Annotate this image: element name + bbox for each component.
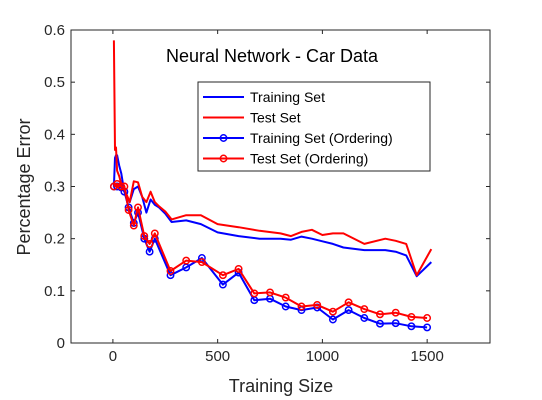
data-point-test-set-ordering <box>124 206 133 214</box>
data-point-test-set-ordering <box>281 293 290 302</box>
legend-item-training-set: Training Set <box>203 89 325 105</box>
data-point-test-set-ordering <box>376 310 384 319</box>
y-tick-label: 0.2 <box>44 231 65 248</box>
data-point-test-set-ordering <box>423 314 432 322</box>
data-point-test-set-ordering <box>234 264 243 273</box>
data-point-training-set-ordering <box>344 306 353 315</box>
x-tick-label: 1000 <box>306 348 339 365</box>
legend-item-test-set: Test Set <box>203 110 301 126</box>
data-point-training-set-ordering <box>360 314 369 322</box>
x-tick-label: 0 <box>109 348 117 365</box>
series-test-set-ordering <box>109 179 432 322</box>
data-point-training-set-ordering <box>376 319 384 328</box>
data-point-training-set-ordering <box>391 319 400 328</box>
legend: Training Set Test Set Training Set (Orderi… <box>197 81 431 172</box>
data-point-training-set-ordering <box>218 280 227 289</box>
legend-label-test-set: Test Set <box>250 110 301 126</box>
y-tick-label: 0.5 <box>44 74 65 91</box>
data-point-training-set-ordering <box>423 323 432 332</box>
legend-label-training-set: Training Set <box>250 89 325 105</box>
data-point-training-set-ordering <box>145 247 154 256</box>
x-axis-label: Training Size <box>229 376 333 396</box>
data-point-test-set-ordering <box>391 308 400 317</box>
x-tick-label: 500 <box>205 348 230 365</box>
y-tick-label: 0.4 <box>44 126 65 143</box>
data-point-test-set-ordering <box>313 300 322 309</box>
ticks-layer: 0 500 1000 1500 0 0.1 0.2 0.3 0.4 0.5 0.6 <box>44 22 490 365</box>
data-point-training-set-ordering <box>281 302 290 311</box>
legend-label-test-set-ordering: Test Set (Ordering) <box>250 151 368 167</box>
y-tick-label: 0 <box>57 335 65 352</box>
data-point-test-set-ordering <box>140 232 149 241</box>
data-point-test-set-ordering <box>344 298 353 307</box>
data-point-test-set-ordering <box>145 239 154 248</box>
data-point-test-set-ordering <box>250 289 259 298</box>
y-tick-label: 0.6 <box>44 22 65 39</box>
y-tick-label: 0.3 <box>44 179 65 196</box>
data-point-test-set-ordering <box>134 203 142 212</box>
y-axis-label: Percentage Error <box>14 118 34 255</box>
data-point-test-set-ordering <box>360 305 369 314</box>
data-point-test-set-ordering <box>197 258 206 267</box>
data-point-test-set-ordering <box>117 182 126 191</box>
legend-item-training-set-ordering: Training Set (Ordering) <box>203 130 393 146</box>
series-layer <box>109 40 433 332</box>
data-point-test-set-ordering <box>166 267 175 275</box>
chart-title: Neural Network - Car Data <box>166 46 379 66</box>
series-line-test-set-ordering <box>113 182 428 319</box>
data-point-test-set-ordering <box>407 312 416 321</box>
data-point-training-set-ordering <box>407 322 416 331</box>
data-point-test-set-ordering <box>297 302 306 311</box>
legend-marker-test-set-ordering <box>219 154 228 163</box>
x-tick-label: 1500 <box>410 348 443 365</box>
legend-item-test-set-ordering: Test Set (Ordering) <box>203 151 368 167</box>
data-point-test-set-ordering <box>129 221 138 230</box>
data-point-test-set-ordering <box>182 256 191 265</box>
legend-label-training-set-ordering: Training Set (Ordering) <box>250 130 393 146</box>
data-point-test-set-ordering <box>328 307 337 316</box>
data-point-training-set-ordering <box>328 315 337 324</box>
y-tick-label: 0.1 <box>44 283 65 300</box>
data-point-test-set-ordering <box>120 182 129 191</box>
data-point-test-set-ordering <box>150 229 159 238</box>
legend-marker-training-set-ordering <box>219 134 228 142</box>
data-point-test-set-ordering <box>218 271 227 280</box>
data-point-test-set-ordering <box>266 288 274 297</box>
